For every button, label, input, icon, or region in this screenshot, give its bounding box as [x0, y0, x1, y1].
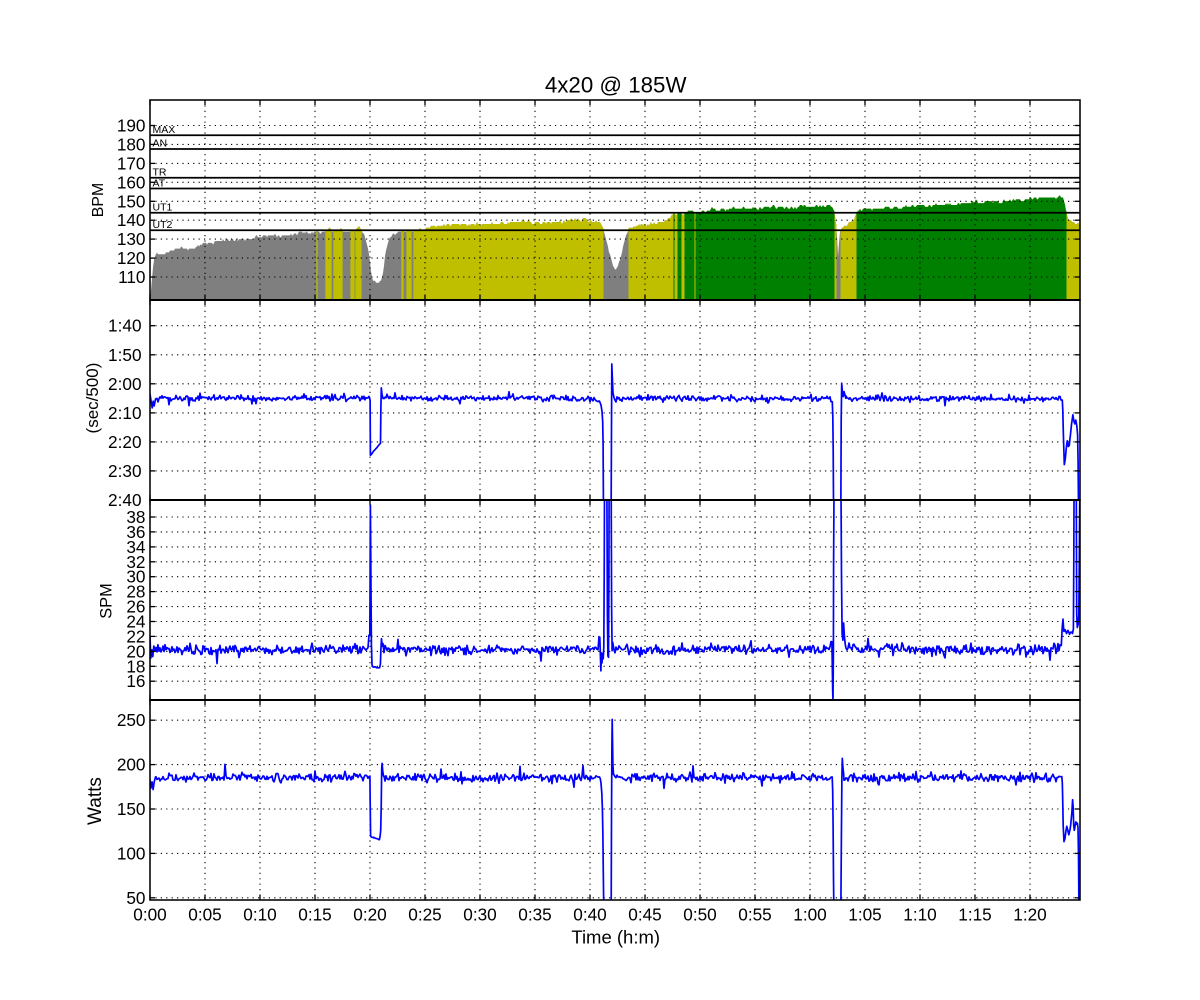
- svg-text:TR: TR: [153, 167, 167, 179]
- svg-text:20: 20: [126, 641, 145, 661]
- svg-text:36: 36: [126, 522, 145, 542]
- svg-text:2:10: 2:10: [108, 403, 141, 423]
- svg-text:150: 150: [117, 191, 146, 211]
- svg-text:1:40: 1:40: [108, 316, 141, 336]
- svg-text:4x20 @ 185W: 4x20 @ 185W: [545, 73, 687, 98]
- svg-text:AN: AN: [153, 138, 168, 150]
- svg-text:0:35: 0:35: [518, 905, 551, 925]
- svg-text:140: 140: [117, 210, 146, 230]
- svg-text:2:30: 2:30: [108, 461, 141, 481]
- svg-text:0:55: 0:55: [738, 905, 771, 925]
- svg-text:34: 34: [126, 537, 146, 557]
- svg-text:1:50: 1:50: [108, 345, 141, 365]
- svg-text:0:40: 0:40: [573, 905, 606, 925]
- svg-text:28: 28: [126, 582, 145, 602]
- svg-text:1:05: 1:05: [848, 905, 881, 925]
- svg-text:0:05: 0:05: [188, 905, 221, 925]
- svg-text:UT1: UT1: [153, 202, 173, 214]
- svg-text:100: 100: [117, 843, 146, 863]
- svg-text:22: 22: [126, 626, 145, 646]
- svg-text:2:20: 2:20: [108, 432, 141, 452]
- svg-text:250: 250: [117, 710, 146, 730]
- svg-text:MAX: MAX: [153, 124, 176, 136]
- svg-text:30: 30: [126, 567, 145, 587]
- svg-text:0:10: 0:10: [243, 905, 276, 925]
- svg-text:0:15: 0:15: [298, 905, 331, 925]
- svg-text:BPM: BPM: [90, 183, 107, 217]
- svg-text:110: 110: [118, 267, 145, 287]
- svg-text:0:20: 0:20: [353, 905, 386, 925]
- svg-text:1:20: 1:20: [1013, 905, 1046, 925]
- svg-text:170: 170: [117, 153, 146, 173]
- svg-text:0:45: 0:45: [628, 905, 661, 925]
- svg-text:150: 150: [117, 799, 146, 819]
- svg-text:0:25: 0:25: [408, 905, 441, 925]
- svg-text:UT2: UT2: [153, 219, 173, 231]
- svg-text:0:50: 0:50: [683, 905, 716, 925]
- svg-text:26: 26: [126, 597, 145, 617]
- svg-text:50: 50: [126, 888, 145, 908]
- svg-text:2:40: 2:40: [108, 490, 141, 510]
- svg-text:1:00: 1:00: [793, 905, 826, 925]
- svg-text:1:10: 1:10: [903, 905, 936, 925]
- svg-text:18: 18: [126, 656, 145, 676]
- svg-text:38: 38: [126, 507, 145, 527]
- svg-text:120: 120: [117, 248, 146, 268]
- svg-text:160: 160: [117, 172, 146, 192]
- svg-text:1:15: 1:15: [958, 905, 991, 925]
- svg-text:AT: AT: [153, 177, 166, 189]
- svg-text:2:00: 2:00: [108, 374, 141, 394]
- svg-text:200: 200: [117, 755, 146, 775]
- svg-text:0:00: 0:00: [133, 905, 166, 925]
- svg-text:SPM: SPM: [97, 583, 115, 619]
- svg-text:24: 24: [126, 612, 146, 632]
- svg-text:Time (h:m): Time (h:m): [571, 927, 660, 948]
- svg-text:180: 180: [117, 134, 146, 154]
- svg-text:32: 32: [126, 552, 145, 572]
- svg-text:16: 16: [126, 671, 145, 691]
- svg-text:0:30: 0:30: [463, 905, 496, 925]
- svg-text:130: 130: [117, 229, 146, 249]
- svg-text:190: 190: [117, 116, 146, 136]
- svg-text:(sec/500): (sec/500): [83, 363, 102, 434]
- svg-text:Watts: Watts: [85, 777, 106, 825]
